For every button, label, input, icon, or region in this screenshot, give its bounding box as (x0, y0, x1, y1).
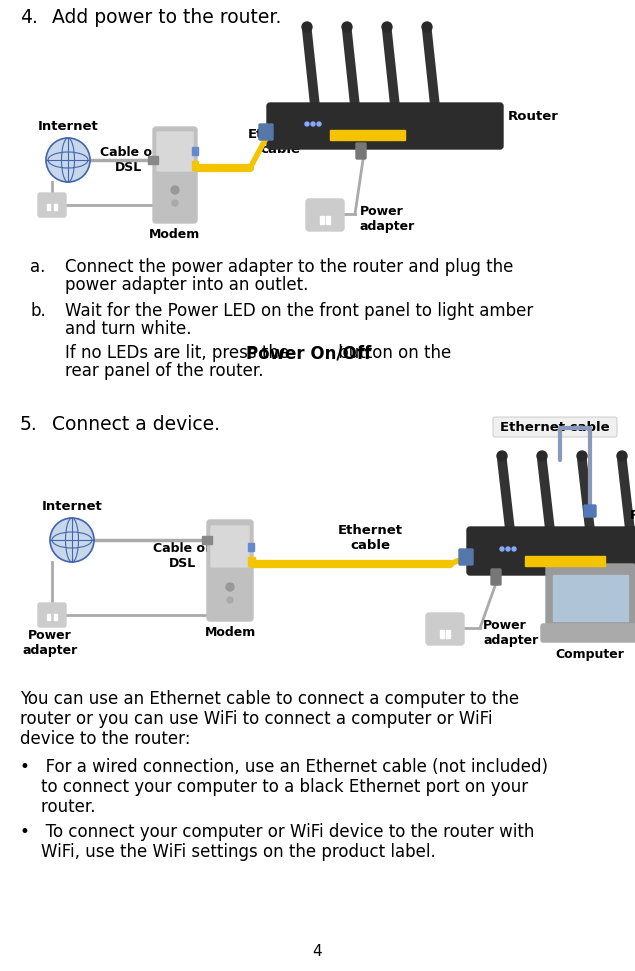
FancyBboxPatch shape (207, 520, 253, 621)
Circle shape (537, 451, 547, 461)
Bar (320, 216, 324, 224)
FancyBboxPatch shape (38, 603, 66, 627)
Circle shape (500, 547, 504, 551)
Bar (192, 147, 198, 155)
Text: router or you can use WiFi to connect a computer or WiFi: router or you can use WiFi to connect a … (20, 710, 493, 728)
Circle shape (50, 518, 94, 562)
Text: Wait for the Power LED on the front panel to light amber: Wait for the Power LED on the front pane… (65, 302, 533, 320)
Text: device to the router:: device to the router: (20, 730, 190, 748)
Circle shape (227, 597, 233, 603)
Text: Cable or
DSL: Cable or DSL (100, 146, 158, 174)
Bar (440, 630, 444, 638)
Text: Power
adapter: Power adapter (360, 205, 415, 233)
Text: router.: router. (20, 798, 95, 816)
FancyBboxPatch shape (491, 569, 501, 585)
Text: Add power to the router.: Add power to the router. (52, 8, 281, 27)
Bar (47, 204, 50, 210)
FancyBboxPatch shape (157, 132, 193, 171)
FancyBboxPatch shape (546, 564, 635, 628)
Bar (525, 556, 605, 566)
Bar (192, 161, 198, 170)
Bar (202, 536, 212, 544)
Text: Ethernet cable: Ethernet cable (500, 420, 610, 433)
Circle shape (305, 122, 309, 126)
FancyBboxPatch shape (306, 199, 344, 231)
Text: Internet: Internet (42, 500, 102, 513)
Text: Cable or
DSL: Cable or DSL (153, 542, 211, 570)
Bar (47, 614, 50, 620)
FancyBboxPatch shape (459, 549, 473, 565)
Text: Connect a device.: Connect a device. (52, 415, 220, 434)
FancyBboxPatch shape (38, 193, 66, 217)
Text: Power On/Off: Power On/Off (246, 344, 371, 362)
Text: If no LEDs are lit, press the: If no LEDs are lit, press the (65, 344, 295, 362)
Circle shape (172, 200, 178, 206)
Text: 5.: 5. (20, 415, 37, 434)
Text: rear panel of the router.: rear panel of the router. (65, 362, 264, 380)
FancyBboxPatch shape (356, 143, 366, 159)
Bar (326, 216, 330, 224)
Text: Router: Router (508, 110, 559, 122)
Circle shape (171, 186, 179, 194)
Circle shape (317, 122, 321, 126)
Text: Power
adapter: Power adapter (483, 619, 538, 647)
Text: a.: a. (30, 258, 45, 276)
Bar (553, 575, 628, 621)
FancyBboxPatch shape (584, 505, 596, 517)
FancyBboxPatch shape (541, 624, 635, 642)
Circle shape (342, 22, 352, 32)
Circle shape (512, 547, 516, 551)
Text: Computer: Computer (556, 648, 624, 661)
FancyBboxPatch shape (211, 526, 249, 567)
Bar (446, 630, 450, 638)
Text: Router: Router (630, 509, 635, 522)
Text: Ethernet
cable: Ethernet cable (337, 524, 403, 552)
FancyBboxPatch shape (259, 124, 273, 140)
Circle shape (226, 583, 234, 591)
Bar (54, 614, 57, 620)
Text: 4: 4 (312, 944, 322, 959)
Circle shape (506, 547, 510, 551)
Bar (330, 130, 405, 140)
Text: You can use an Ethernet cable to connect a computer to the: You can use an Ethernet cable to connect… (20, 690, 519, 708)
Text: power adapter into an outlet.: power adapter into an outlet. (65, 276, 309, 294)
Bar (54, 204, 57, 210)
FancyBboxPatch shape (493, 417, 617, 437)
Text: button on the: button on the (333, 344, 451, 362)
FancyBboxPatch shape (267, 103, 503, 149)
Circle shape (422, 22, 432, 32)
Text: WiFi, use the WiFi settings on the product label.: WiFi, use the WiFi settings on the produ… (20, 843, 436, 861)
FancyBboxPatch shape (153, 127, 197, 223)
Circle shape (302, 22, 312, 32)
Bar (148, 156, 158, 164)
Circle shape (382, 22, 392, 32)
Text: Internet: Internet (37, 120, 98, 133)
Text: Power
adapter: Power adapter (22, 629, 77, 657)
Text: Modem: Modem (149, 228, 201, 241)
FancyBboxPatch shape (426, 613, 464, 645)
Text: b.: b. (30, 302, 46, 320)
Circle shape (617, 451, 627, 461)
Text: •   For a wired connection, use an Ethernet cable (not included): • For a wired connection, use an Etherne… (20, 758, 548, 776)
Text: and turn white.: and turn white. (65, 320, 192, 338)
Text: •   To connect your computer or WiFi device to the router with: • To connect your computer or WiFi devic… (20, 823, 535, 841)
Circle shape (497, 451, 507, 461)
FancyBboxPatch shape (467, 527, 635, 575)
Text: Ethernet
cable: Ethernet cable (248, 128, 312, 156)
Text: Modem: Modem (204, 626, 256, 639)
Circle shape (46, 138, 90, 182)
Text: to connect your computer to a black Ethernet port on your: to connect your computer to a black Ethe… (20, 778, 528, 796)
Circle shape (311, 122, 315, 126)
Bar (248, 557, 255, 566)
Text: Connect the power adapter to the router and plug the: Connect the power adapter to the router … (65, 258, 513, 276)
Bar (248, 543, 254, 551)
Circle shape (577, 451, 587, 461)
Text: 4.: 4. (20, 8, 38, 27)
